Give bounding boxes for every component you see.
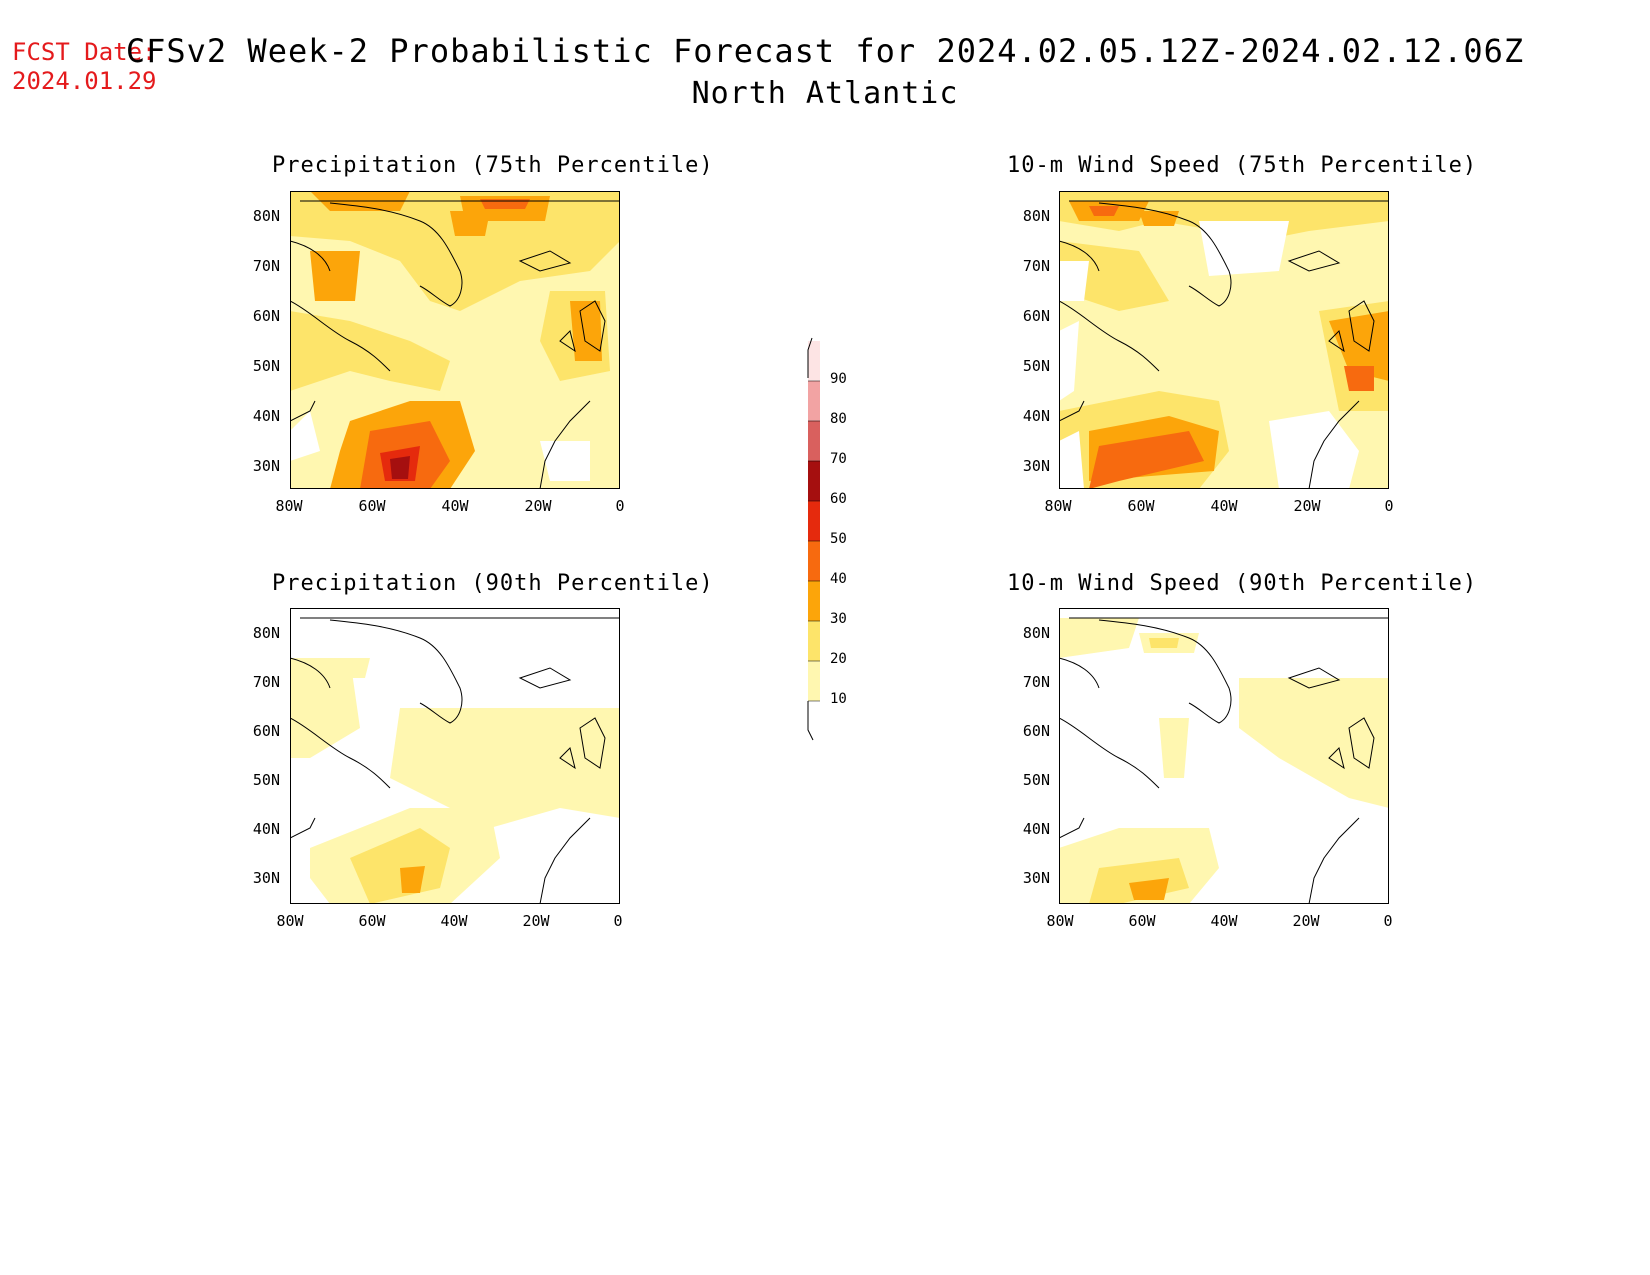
lon-label: 20W [524, 497, 552, 515]
forecast-date-value: 2024.01.29 [12, 67, 157, 95]
lat-label: 60N [1022, 307, 1050, 325]
colorbar-segment [808, 621, 820, 661]
colorbar-label: 60 [830, 491, 847, 507]
page-title: CFSv2 Week-2 Probabilistic Forecast for … [125, 32, 1525, 70]
colorbar-segment [808, 461, 820, 501]
lat-label: 50N [1022, 771, 1050, 789]
lat-label: 70N [1022, 673, 1050, 691]
colorbar-label: 80 [830, 411, 847, 427]
lon-label: 40W [1210, 912, 1238, 930]
lat-label: 30N [1022, 457, 1050, 475]
colorbar-segment [808, 341, 820, 381]
lat-label: 30N [252, 869, 280, 887]
colorbar-label: 30 [830, 611, 847, 627]
map-precip-90 [290, 608, 620, 904]
lon-label: 0 [615, 497, 625, 515]
lon-label: 60W [1127, 497, 1155, 515]
lat-label: 50N [252, 771, 280, 789]
colorbar-segment [808, 421, 820, 461]
colorbar-label: 50 [830, 531, 847, 547]
lat-label: 40N [252, 407, 280, 425]
lon-label: 80W [276, 912, 304, 930]
colorbar-label: 90 [830, 371, 847, 387]
panel-title-precip-75: Precipitation (75th Percentile) [272, 153, 714, 178]
lon-label: 60W [358, 912, 386, 930]
lat-label: 80N [252, 207, 280, 225]
lat-label: 40N [252, 820, 280, 838]
colorbar-segment [808, 381, 820, 421]
panel-title-precip-90: Precipitation (90th Percentile) [272, 571, 714, 596]
colorbar [807, 337, 820, 741]
map-wind-75 [1059, 191, 1389, 489]
colorbar-label: 20 [830, 651, 847, 667]
lon-label: 0 [1384, 497, 1394, 515]
lon-label: 40W [1210, 497, 1238, 515]
lat-label: 70N [252, 673, 280, 691]
colorbar-segment [808, 541, 820, 581]
panel-title-wind-90: 10-m Wind Speed (90th Percentile) [1007, 571, 1478, 596]
lon-label: 0 [1383, 912, 1393, 930]
colorbar-segment [808, 661, 820, 701]
lat-label: 70N [1022, 257, 1050, 275]
lat-label: 50N [252, 357, 280, 375]
lon-label: 20W [1293, 497, 1321, 515]
colorbar-segment [808, 501, 820, 541]
lat-label: 30N [252, 457, 280, 475]
lon-label: 80W [1044, 497, 1072, 515]
lat-label: 80N [1022, 207, 1050, 225]
map-precip-75 [290, 191, 620, 489]
lon-label: 40W [441, 497, 469, 515]
colorbar-label: 40 [830, 571, 847, 587]
lat-label: 60N [252, 307, 280, 325]
map-wind-90 [1059, 608, 1389, 904]
panel-title-wind-75: 10-m Wind Speed (75th Percentile) [1007, 153, 1478, 178]
lat-label: 40N [1022, 820, 1050, 838]
lon-label: 0 [613, 912, 623, 930]
lat-label: 50N [1022, 357, 1050, 375]
lat-label: 40N [1022, 407, 1050, 425]
lat-label: 70N [252, 257, 280, 275]
lon-label: 80W [275, 497, 303, 515]
lon-label: 20W [1292, 912, 1320, 930]
lat-label: 60N [252, 722, 280, 740]
lon-label: 60W [1128, 912, 1156, 930]
colorbar-segment [808, 581, 820, 621]
lon-label: 60W [358, 497, 386, 515]
colorbar-label: 10 [830, 691, 847, 707]
lat-label: 80N [1022, 624, 1050, 642]
lat-label: 60N [1022, 722, 1050, 740]
lat-label: 30N [1022, 869, 1050, 887]
colorbar-label: 70 [830, 451, 847, 467]
forecast-date: FCST Date: 2024.01.29 [12, 38, 157, 96]
forecast-date-label: FCST Date: [12, 38, 157, 66]
lat-label: 80N [252, 624, 280, 642]
region-subtitle: North Atlantic [691, 76, 959, 111]
lon-label: 20W [522, 912, 550, 930]
lon-label: 40W [440, 912, 468, 930]
lon-label: 80W [1046, 912, 1074, 930]
